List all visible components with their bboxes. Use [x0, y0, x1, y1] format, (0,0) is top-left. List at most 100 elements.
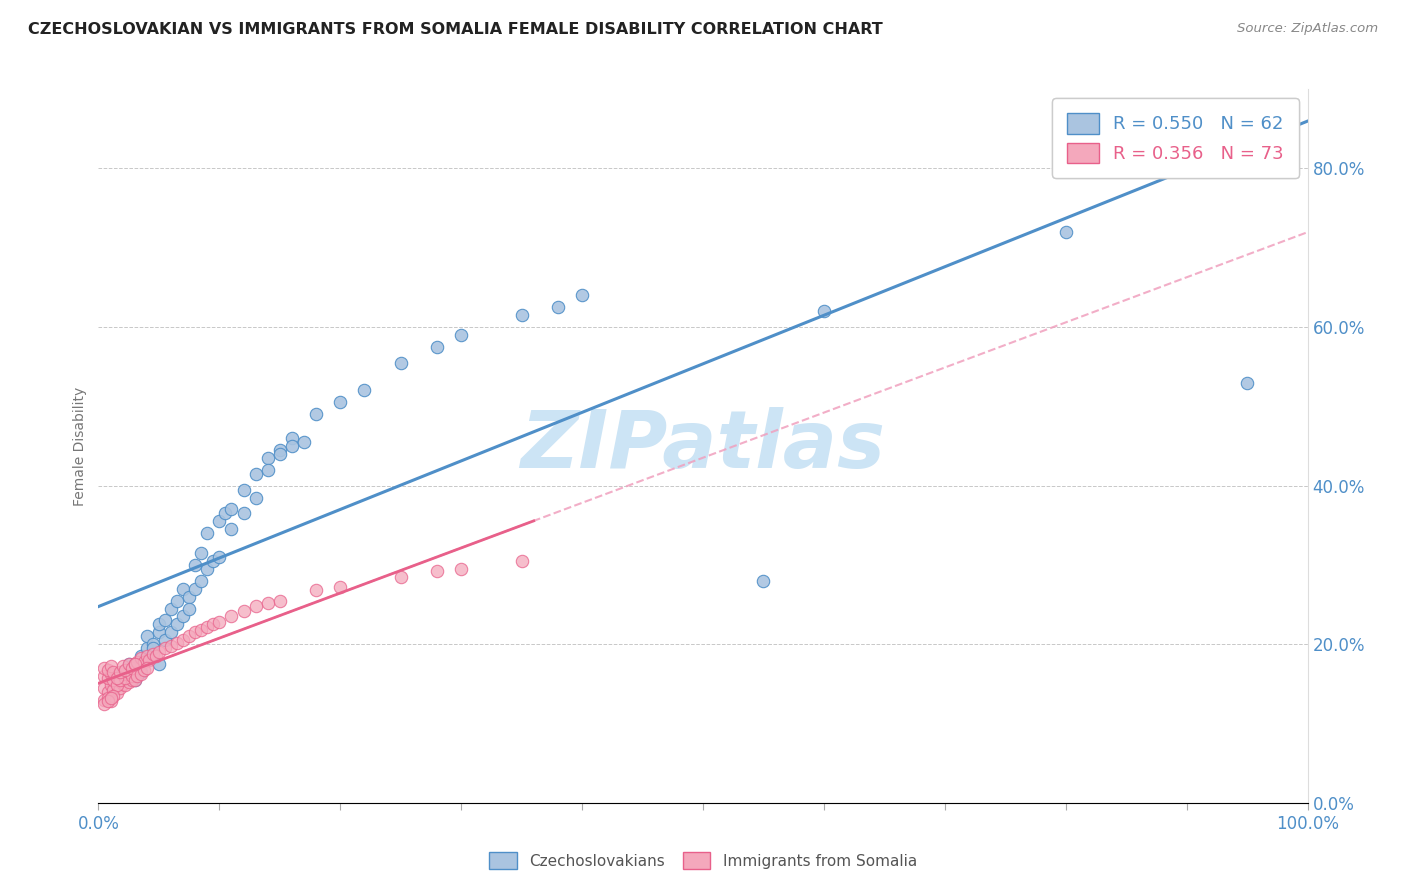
Point	[142, 641, 165, 656]
Point	[166, 617, 188, 632]
Point	[329, 580, 352, 594]
Point	[105, 686, 128, 700]
Point	[124, 673, 146, 687]
Point	[232, 604, 254, 618]
Point	[100, 678, 122, 692]
Point	[190, 623, 212, 637]
Point	[292, 435, 315, 450]
Point	[305, 583, 328, 598]
Point	[1054, 225, 1077, 239]
Point	[208, 615, 231, 629]
Point	[160, 625, 183, 640]
Point	[153, 614, 176, 628]
Point	[426, 340, 449, 354]
Point	[111, 677, 134, 691]
Point	[97, 685, 120, 699]
Point	[195, 620, 218, 634]
Point	[389, 570, 412, 584]
Point	[256, 463, 278, 477]
Point	[148, 657, 170, 671]
Point	[269, 593, 291, 607]
Point	[221, 609, 243, 624]
Point	[134, 655, 156, 669]
Point	[101, 673, 124, 687]
Point	[105, 678, 128, 692]
Point	[269, 447, 291, 461]
Point	[510, 308, 533, 322]
Point	[269, 442, 291, 457]
Point	[166, 635, 188, 649]
Point	[100, 659, 122, 673]
Point	[190, 574, 212, 588]
Point	[571, 288, 593, 302]
Point	[135, 649, 157, 664]
Point	[202, 554, 225, 568]
Point	[145, 649, 167, 664]
Point	[160, 601, 183, 615]
Point	[108, 673, 131, 687]
Point	[245, 467, 267, 481]
Point	[135, 661, 157, 675]
Point	[232, 507, 254, 521]
Point	[305, 407, 328, 421]
Point	[389, 356, 412, 370]
Point	[256, 450, 278, 465]
Point	[121, 673, 143, 687]
Point	[97, 671, 120, 685]
Point	[93, 681, 115, 695]
Point	[108, 681, 131, 695]
Point	[214, 507, 236, 521]
Point	[281, 439, 304, 453]
Point	[127, 669, 149, 683]
Point	[129, 667, 152, 681]
Point	[208, 549, 231, 564]
Point	[97, 691, 120, 706]
Point	[221, 522, 243, 536]
Point	[208, 514, 231, 528]
Point	[111, 669, 134, 683]
Point	[202, 617, 225, 632]
Point	[101, 683, 124, 698]
Point	[111, 665, 134, 679]
Point	[118, 673, 141, 687]
Point	[426, 564, 449, 578]
Y-axis label: Female Disability: Female Disability	[73, 386, 87, 506]
Point	[135, 629, 157, 643]
Point	[97, 663, 120, 677]
Point	[134, 663, 156, 677]
Legend: R = 0.550   N = 62, R = 0.356   N = 73: R = 0.550 N = 62, R = 0.356 N = 73	[1052, 98, 1299, 178]
Point	[172, 582, 194, 596]
Point	[118, 665, 141, 679]
Text: Source: ZipAtlas.com: Source: ZipAtlas.com	[1237, 22, 1378, 36]
Point	[100, 694, 122, 708]
Point	[114, 663, 136, 677]
Point	[101, 689, 124, 703]
Point	[138, 653, 160, 667]
Point	[93, 692, 115, 706]
Text: CZECHOSLOVAKIAN VS IMMIGRANTS FROM SOMALIA FEMALE DISABILITY CORRELATION CHART: CZECHOSLOVAKIAN VS IMMIGRANTS FROM SOMAL…	[28, 22, 883, 37]
Point	[153, 641, 176, 656]
Point	[153, 633, 176, 648]
Point	[148, 617, 170, 632]
Legend: Czechoslovakians, Immigrants from Somalia: Czechoslovakians, Immigrants from Somali…	[484, 846, 922, 875]
Point	[118, 657, 141, 671]
Point	[101, 665, 124, 679]
Point	[129, 665, 152, 679]
Point	[179, 601, 201, 615]
Point	[450, 328, 472, 343]
Point	[127, 655, 149, 669]
Point	[184, 625, 207, 640]
Point	[547, 300, 569, 314]
Point	[121, 661, 143, 675]
Point	[124, 657, 146, 671]
Point	[97, 694, 120, 708]
Point	[100, 667, 122, 681]
Point	[245, 491, 267, 505]
Point	[135, 641, 157, 656]
Point	[179, 590, 201, 604]
Point	[93, 669, 115, 683]
Point	[184, 558, 207, 572]
Point	[329, 395, 352, 409]
Point	[100, 691, 122, 706]
Point	[114, 671, 136, 685]
